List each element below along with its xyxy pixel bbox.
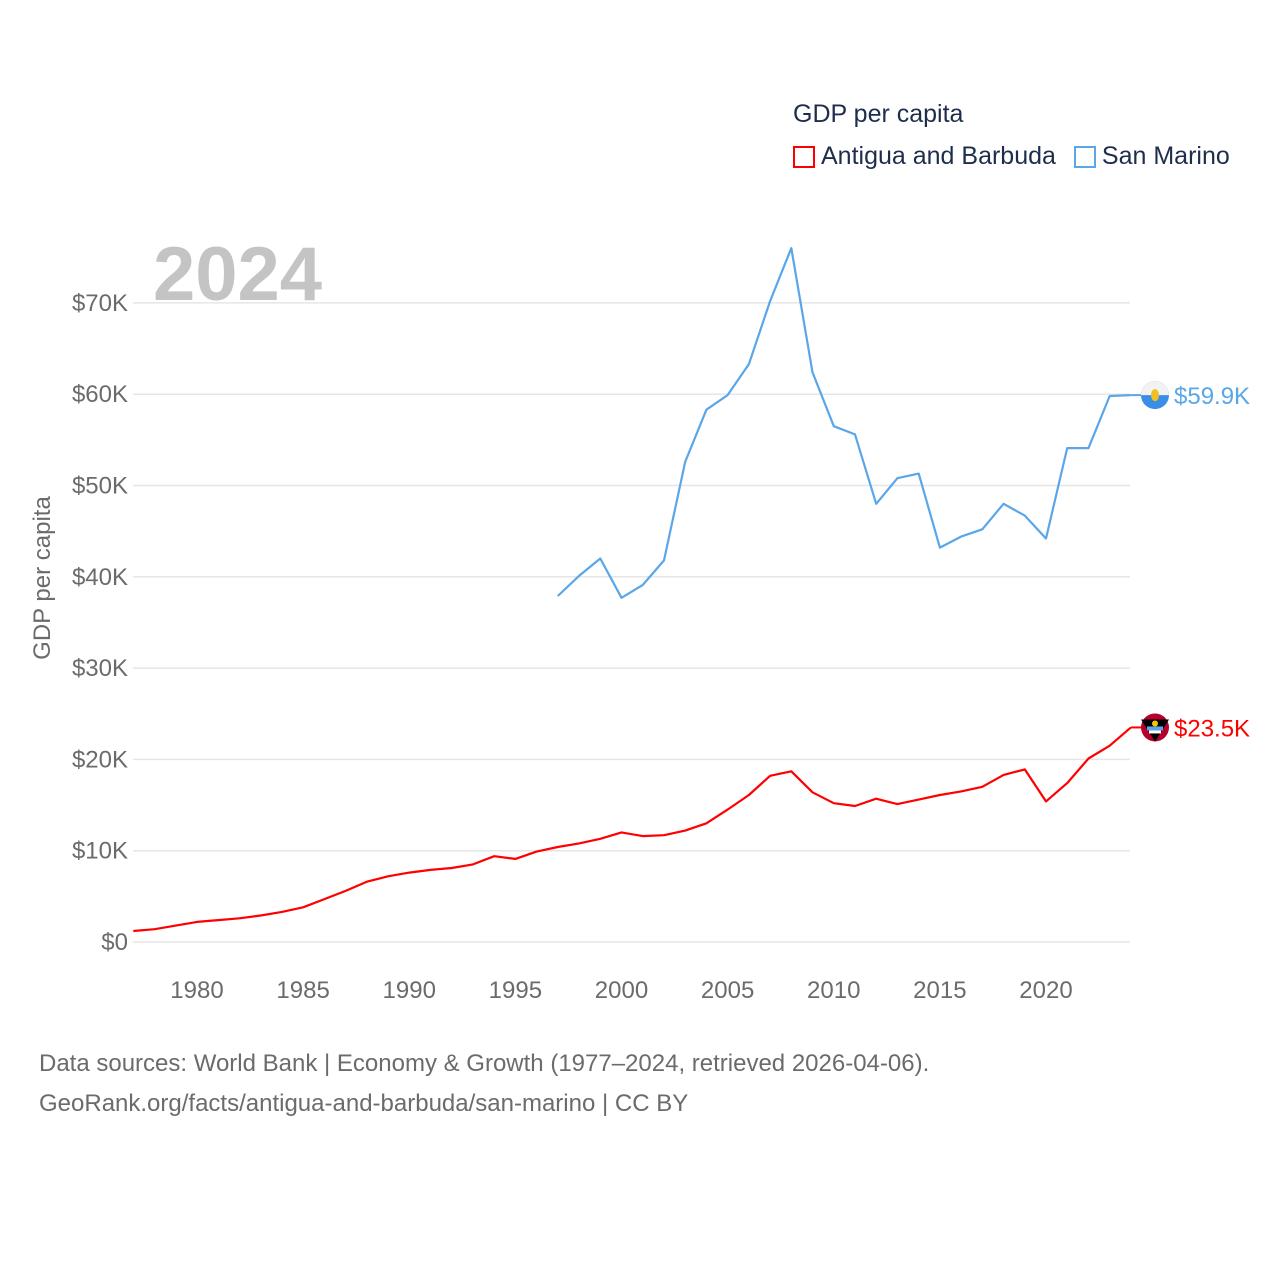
y-tick-label: $60K	[72, 381, 128, 408]
y-tick-label: $50K	[72, 473, 128, 500]
x-tick-label: 2020	[1019, 977, 1072, 1004]
y-tick-label: $20K	[72, 746, 128, 773]
y-tick-label: $0	[101, 929, 128, 956]
end-value-label: $59.9K	[1174, 383, 1250, 410]
x-tick-label: 2015	[913, 977, 966, 1004]
end-value-label: $23.5K	[1174, 715, 1250, 742]
y-tick-label: $40K	[72, 564, 128, 591]
legend: Antigua and Barbuda San Marino	[793, 142, 1230, 171]
x-tick-label: 2000	[595, 977, 648, 1004]
legend-label: San Marino	[1101, 142, 1230, 170]
y-axis-label: GDP per capita	[29, 496, 56, 660]
antigua-and-barbuda-flag-icon	[1141, 713, 1169, 742]
x-tick-label: 1985	[276, 977, 329, 1004]
legend-swatch	[793, 145, 815, 168]
x-tick-label: 2010	[807, 977, 860, 1004]
data-source: Data sources: World Bank | Economy & Gro…	[39, 1050, 930, 1077]
footer: Data sources: World Bank | Economy & Gro…	[39, 1044, 929, 1124]
legend-item-antigua[interactable]: Antigua and Barbuda	[793, 142, 1056, 171]
series-line-antigua	[133, 726, 1132, 933]
legend-swatch	[1073, 145, 1096, 168]
san-marino-flag-icon	[1141, 381, 1169, 410]
legend-label: Antigua and Barbuda	[821, 142, 1056, 170]
x-tick-label: 2005	[701, 977, 754, 1004]
series-line-san-marino	[557, 247, 1131, 599]
x-tick-label: 1980	[170, 977, 223, 1004]
source-url: GeoRank.org/facts/antigua-and-barbuda/sa…	[39, 1090, 689, 1117]
year-watermark: 2024	[153, 232, 322, 317]
y-tick-label: $30K	[72, 655, 128, 682]
x-tick-label: 1990	[383, 977, 436, 1004]
legend-title: GDP per capita	[793, 100, 964, 128]
x-tick-label: 1995	[489, 977, 542, 1004]
legend-item-san-marino[interactable]: San Marino	[1073, 142, 1230, 171]
y-tick-label: $70K	[72, 290, 128, 317]
y-tick-label: $10K	[72, 838, 128, 865]
